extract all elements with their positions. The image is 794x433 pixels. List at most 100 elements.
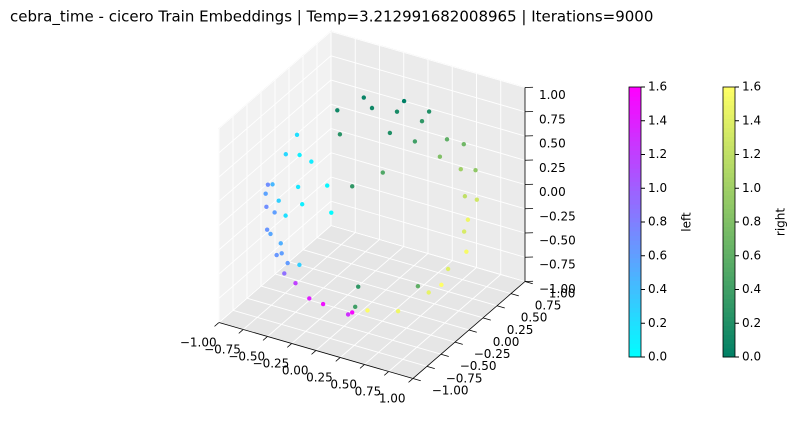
colorbar-band <box>723 159 735 164</box>
colorbar-band <box>629 325 641 331</box>
point <box>297 262 302 268</box>
colorbar-band <box>629 321 641 326</box>
tick-mark <box>496 305 505 309</box>
point <box>283 213 288 218</box>
colorbar-band <box>723 249 735 254</box>
tick-mark <box>482 317 491 321</box>
y-tick-label: −0.25 <box>474 347 511 361</box>
colorbar-band <box>629 289 641 295</box>
colorbar-band <box>629 334 641 340</box>
colorbar-band <box>723 154 735 160</box>
colorbar-band <box>723 339 735 344</box>
point <box>473 168 478 173</box>
axis-line <box>218 322 414 379</box>
tick-mark <box>440 353 449 357</box>
colorbar-band <box>629 127 641 133</box>
colorbar-band <box>629 96 641 101</box>
colorbar-band <box>629 145 641 151</box>
colorbar-band <box>629 303 641 308</box>
point <box>329 210 334 215</box>
colorbar-band <box>629 154 641 160</box>
point <box>263 191 268 196</box>
colorbar-band <box>723 244 735 250</box>
colorbar-tick-label: 1.4 <box>742 113 761 127</box>
tick-mark <box>510 293 519 297</box>
colorbar-band <box>629 258 641 263</box>
colorbar-band <box>723 303 735 308</box>
y-tick-label: 0.00 <box>493 335 520 349</box>
point <box>445 266 451 272</box>
point <box>279 251 284 256</box>
colorbar-band <box>629 213 641 218</box>
point <box>320 301 326 307</box>
colorbar-band <box>629 181 641 187</box>
colorbar-band <box>629 343 641 349</box>
point <box>356 284 361 289</box>
grid-line <box>218 152 332 251</box>
grid-line <box>218 225 332 323</box>
colorbar-tick-label: 0.0 <box>742 350 761 364</box>
colorbar-band <box>723 91 735 97</box>
y-tick-label: 0.25 <box>507 323 534 337</box>
point <box>268 231 273 237</box>
x-tick-label: −1.00 <box>180 336 217 350</box>
chart-title: cebra_time - cicero Train Embeddings | T… <box>10 8 653 27</box>
point <box>264 204 269 210</box>
colorbar-band <box>723 96 735 101</box>
colorbar-band <box>723 141 735 146</box>
colorbar-band <box>723 177 735 182</box>
colorbar-band <box>723 114 735 119</box>
point <box>419 118 425 124</box>
point <box>401 98 407 104</box>
colorbar-band <box>629 348 641 353</box>
colorbar-band <box>629 235 641 241</box>
grid-line <box>218 200 332 299</box>
grid-line <box>330 200 526 258</box>
colorbar-band <box>723 289 735 295</box>
z-tick-label: 0.75 <box>539 112 566 126</box>
colorbar-band <box>629 91 641 97</box>
point <box>426 290 431 295</box>
colorbar-band <box>629 204 641 209</box>
point <box>353 304 358 310</box>
colorbar-band <box>723 258 735 263</box>
x-tick-label: −0.75 <box>204 343 241 357</box>
tick-mark <box>335 357 341 362</box>
colorbar-band <box>629 195 641 200</box>
grid-line <box>218 55 332 154</box>
y-tick-label: −0.50 <box>460 359 497 373</box>
point <box>380 170 385 175</box>
colorbar-band <box>723 312 735 317</box>
point <box>283 152 289 157</box>
point <box>444 137 450 142</box>
colorbar-band <box>629 159 641 164</box>
point <box>295 184 301 190</box>
grid-line <box>330 176 526 234</box>
grid-line <box>330 225 526 282</box>
tick-mark <box>454 341 463 345</box>
colorbar-band <box>629 307 641 313</box>
point <box>394 109 400 114</box>
colorbar-band <box>629 226 641 232</box>
tick-mark <box>287 343 293 348</box>
colorbar-band <box>629 267 641 272</box>
tick-mark <box>311 350 317 355</box>
point <box>325 183 330 188</box>
colorbar-band <box>629 87 641 92</box>
grid-line <box>316 237 512 295</box>
point <box>426 109 432 114</box>
colorbar-band <box>723 231 735 236</box>
grid-line <box>274 273 470 331</box>
colorbar-tick-label: 0.6 <box>742 248 761 262</box>
colorbar-band <box>723 172 735 178</box>
axes-3d: −1.00−0.75−0.50−0.250.000.250.500.751.00… <box>180 30 576 406</box>
point <box>270 182 275 187</box>
colorbar-tick-label: 0.6 <box>648 248 667 262</box>
colorbar-band <box>723 195 735 200</box>
colorbar-band <box>723 330 735 335</box>
y-tick-label: 0.50 <box>521 311 548 325</box>
point <box>335 108 340 113</box>
colorbar-band <box>629 280 641 286</box>
grid-line <box>232 309 428 367</box>
